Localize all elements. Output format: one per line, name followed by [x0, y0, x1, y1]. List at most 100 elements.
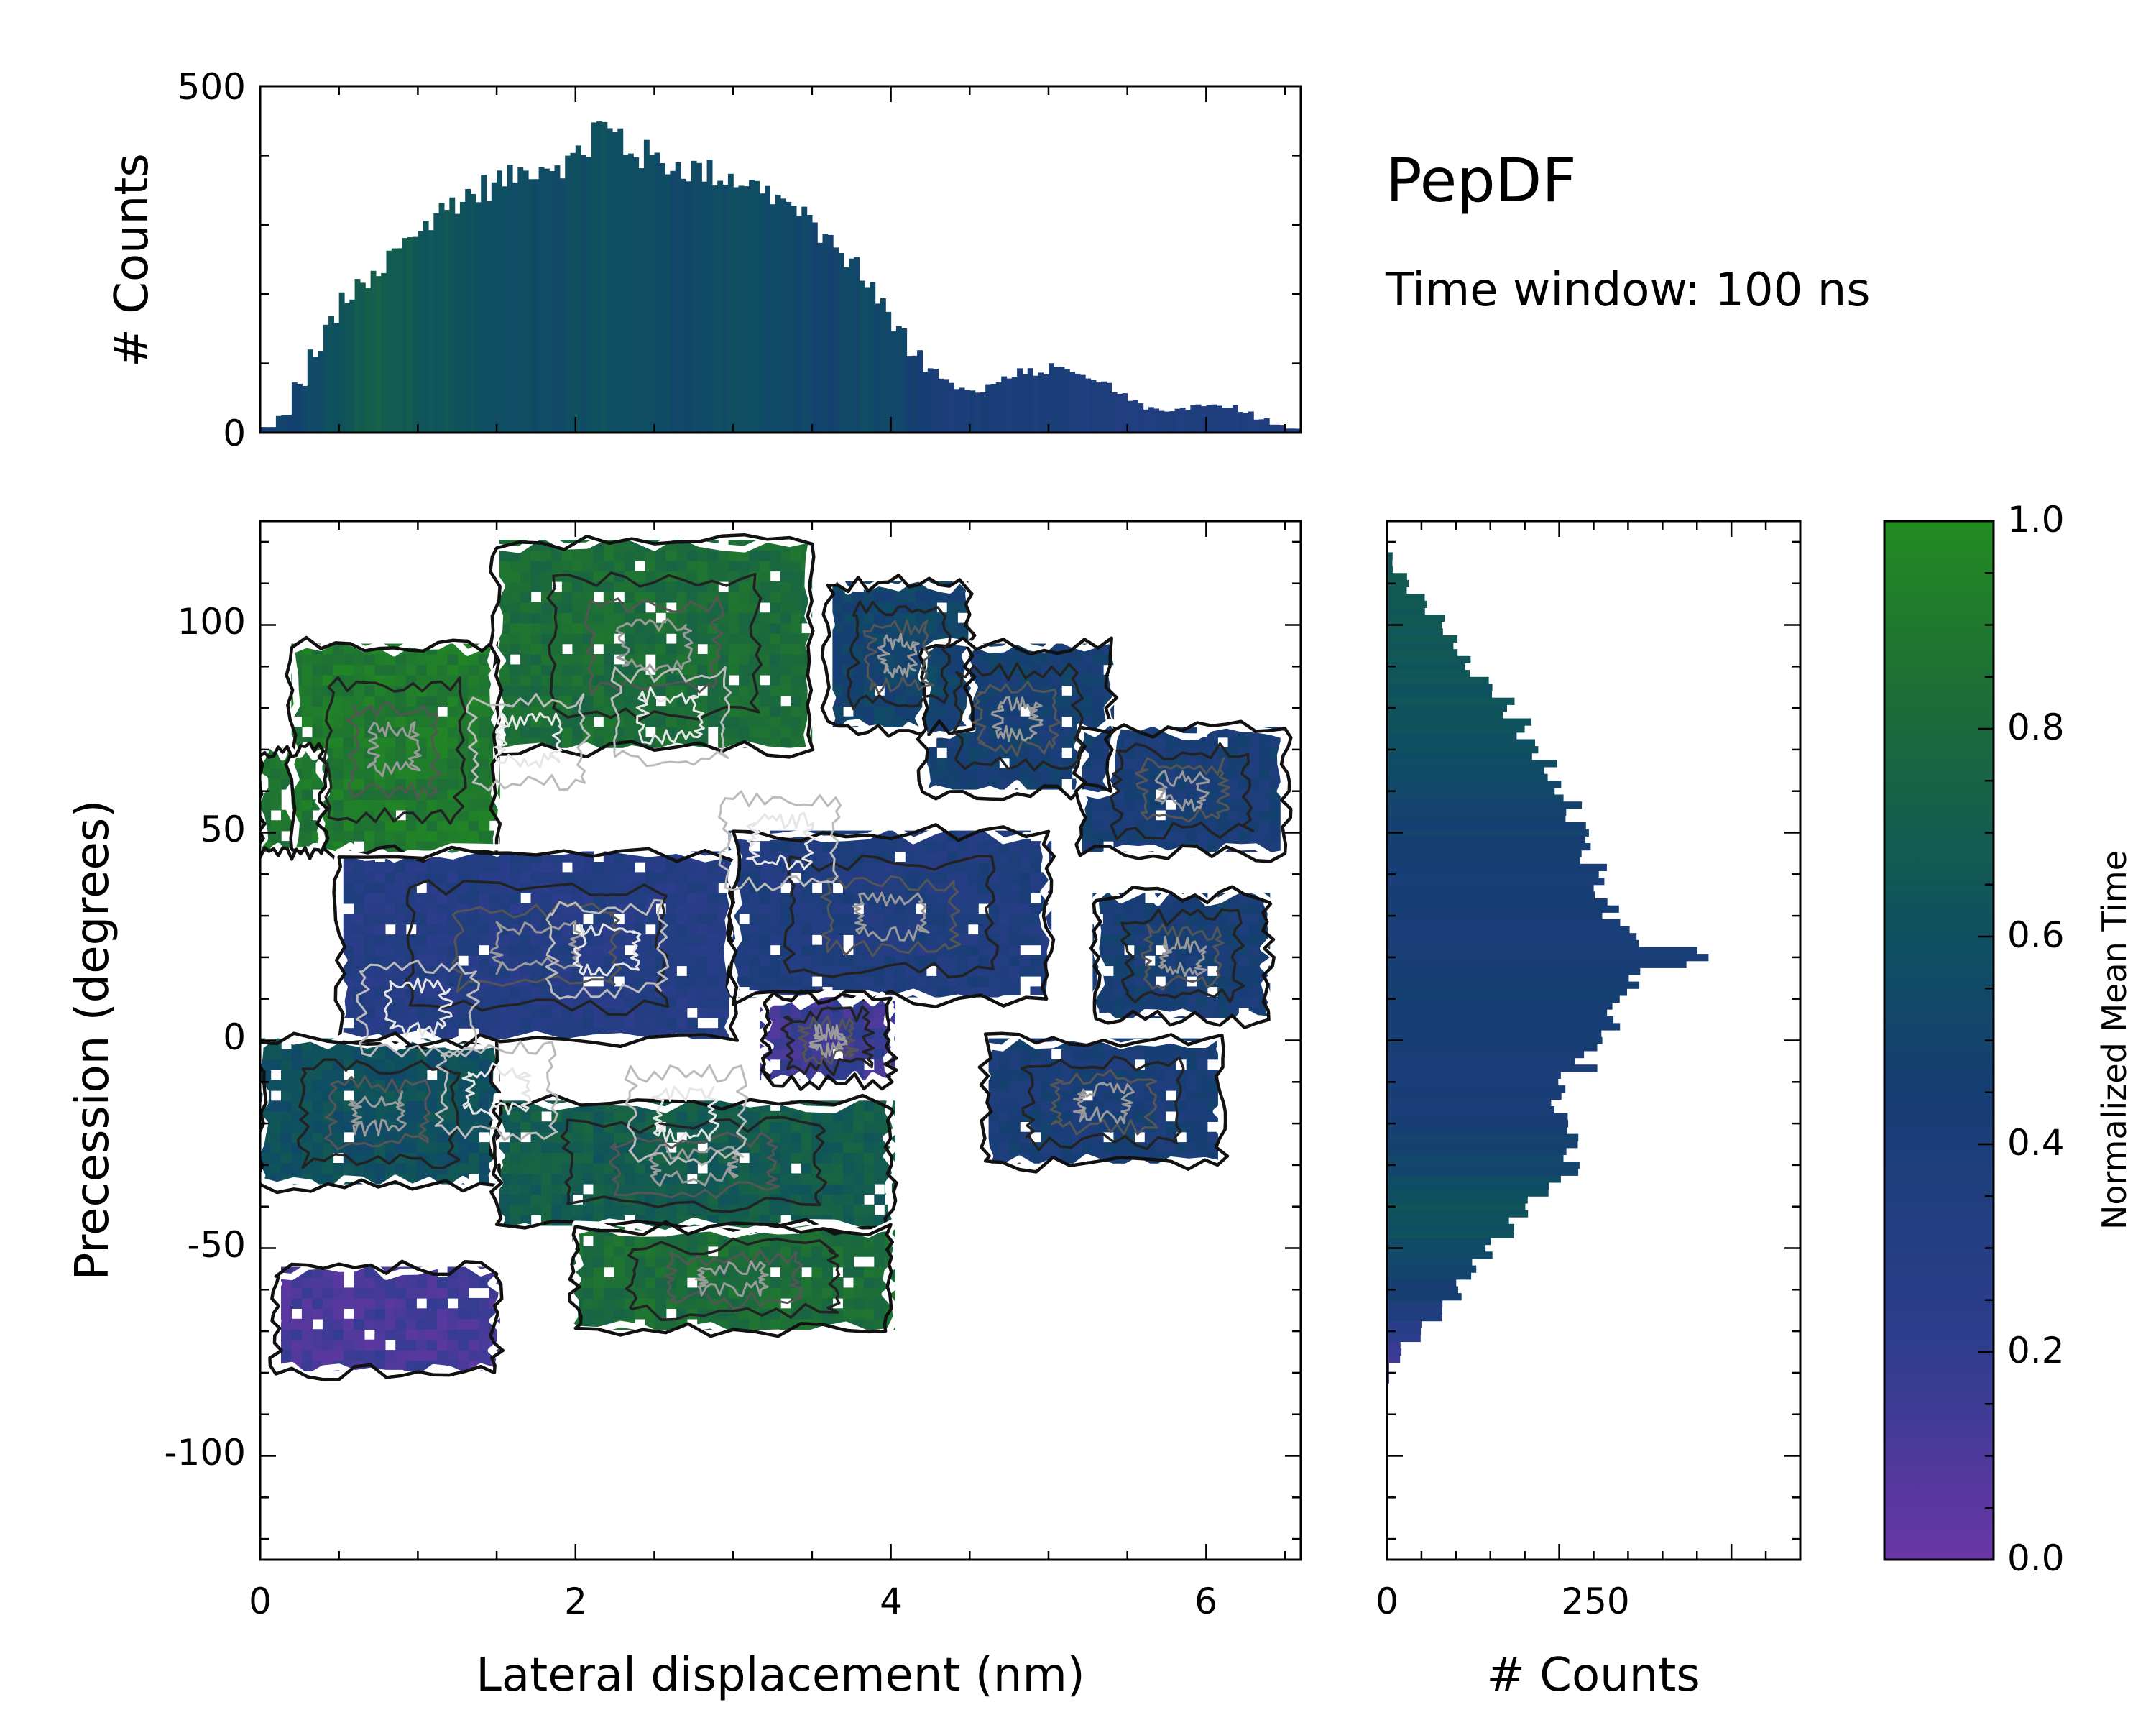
top-histogram-bar [895, 326, 902, 433]
heatmap-cell [635, 944, 646, 956]
heatmap-cell [655, 633, 667, 645]
heatmap-cell [447, 893, 459, 904]
heatmap-cell [739, 1194, 750, 1205]
heatmap-cell [749, 903, 760, 914]
heatmap-cell [416, 830, 428, 842]
right-histogram-bar [1387, 1120, 1569, 1128]
heatmap-cell [530, 872, 542, 883]
top-histogram-bar [1148, 407, 1154, 433]
top-histogram-bar [281, 415, 287, 433]
heatmap-cell [364, 872, 375, 883]
right-histogram-bar [1387, 954, 1709, 962]
heatmap-cell [1197, 830, 1208, 842]
heatmap-cell [374, 924, 386, 935]
ytick-100: 100 [178, 601, 246, 643]
heatmap-cell [676, 602, 688, 613]
heatmap-cell [1123, 809, 1135, 821]
heatmap-cell [1123, 788, 1135, 800]
heatmap-cell [791, 1007, 802, 1018]
heatmap-cell [489, 1007, 500, 1018]
heatmap-cell [561, 986, 573, 998]
heatmap-cell [676, 924, 688, 935]
heatmap-cell [291, 1131, 303, 1143]
top-histogram-bar [759, 193, 765, 433]
heatmap-cell [770, 727, 781, 738]
heatmap-cell [624, 633, 635, 645]
heatmap-cell [281, 1329, 292, 1340]
right-histogram-bar [1387, 739, 1535, 747]
heatmap-cell [988, 1059, 1000, 1070]
heatmap-cell [686, 862, 698, 873]
heatmap-cell [728, 633, 740, 645]
heatmap-cell [780, 633, 792, 645]
heatmap-cell [832, 674, 844, 686]
heatmap-cell [1092, 809, 1104, 821]
heatmap-cell [405, 654, 417, 666]
heatmap-cell [697, 996, 709, 1008]
heatmap-cell [874, 612, 885, 624]
heatmap-cell [364, 903, 375, 914]
heatmap-cell [811, 914, 823, 925]
heatmap-cell [957, 695, 969, 707]
heatmap-cell [999, 841, 1010, 852]
right-histogram-bar [1387, 919, 1621, 927]
heatmap-cell [572, 643, 584, 655]
heatmap-cell [1248, 737, 1260, 748]
heatmap-cell [842, 882, 854, 893]
heatmap-cell [760, 643, 771, 655]
heatmap-cell [405, 1049, 417, 1060]
heatmap-cell [312, 1090, 323, 1101]
top-histogram-bar [397, 248, 402, 433]
heatmap-cell [582, 944, 594, 956]
heatmap-cell [957, 944, 969, 956]
heatmap-cell [1176, 1142, 1187, 1154]
heatmap-cell [832, 1204, 844, 1215]
heatmap-cell [1207, 737, 1218, 748]
heatmap-cell [697, 706, 709, 717]
heatmap-cell [458, 1152, 469, 1164]
heatmap-cell [739, 841, 750, 852]
top-histogram-bar [696, 162, 702, 433]
heatmap-cell [926, 903, 937, 914]
heatmap-cell [999, 1121, 1010, 1133]
heatmap-cell [957, 778, 969, 790]
top-histogram-bar [627, 153, 634, 433]
heatmap-cell [936, 768, 948, 779]
heatmap-cell [458, 1339, 469, 1351]
heatmap-cell [739, 716, 750, 727]
top-histogram-bar [1222, 408, 1228, 433]
heatmap-cell [728, 654, 740, 666]
heatmap-cell [593, 1204, 604, 1215]
heatmap-cell [686, 727, 698, 738]
top-histogram-bar [885, 311, 892, 433]
heatmap-cell [832, 1236, 844, 1247]
right-histogram-bar [1387, 1202, 1526, 1211]
heatmap-cell [447, 727, 459, 738]
heatmap-cell [697, 654, 709, 666]
heatmap-cell [270, 820, 282, 832]
heatmap-cell [936, 924, 948, 935]
heatmap-cell [1072, 1100, 1083, 1112]
contour-line [572, 923, 642, 977]
heatmap-cell [458, 914, 469, 925]
heatmap-cell [510, 1204, 521, 1215]
top-histogram-bar [1143, 409, 1149, 433]
heatmap-cell [999, 1049, 1010, 1060]
heatmap-cell [603, 1256, 614, 1268]
heatmap-cell [614, 996, 625, 1008]
heatmap-cell [999, 965, 1010, 977]
heatmap-cell [426, 820, 438, 832]
heatmap-cell [1155, 1110, 1166, 1122]
heatmap-cell [1009, 654, 1021, 666]
heatmap-cell [1113, 1007, 1125, 1018]
heatmap-cell [301, 1360, 313, 1371]
heatmap-cell [707, 914, 719, 925]
heatmap-cell [770, 581, 781, 592]
heatmap-cell [1082, 768, 1094, 779]
top-histogram-bar [328, 316, 334, 433]
heatmap-cell [1134, 1080, 1146, 1091]
heatmap-cell [1051, 664, 1062, 676]
top-histogram-bar [686, 181, 692, 433]
heatmap-cell [749, 965, 760, 977]
